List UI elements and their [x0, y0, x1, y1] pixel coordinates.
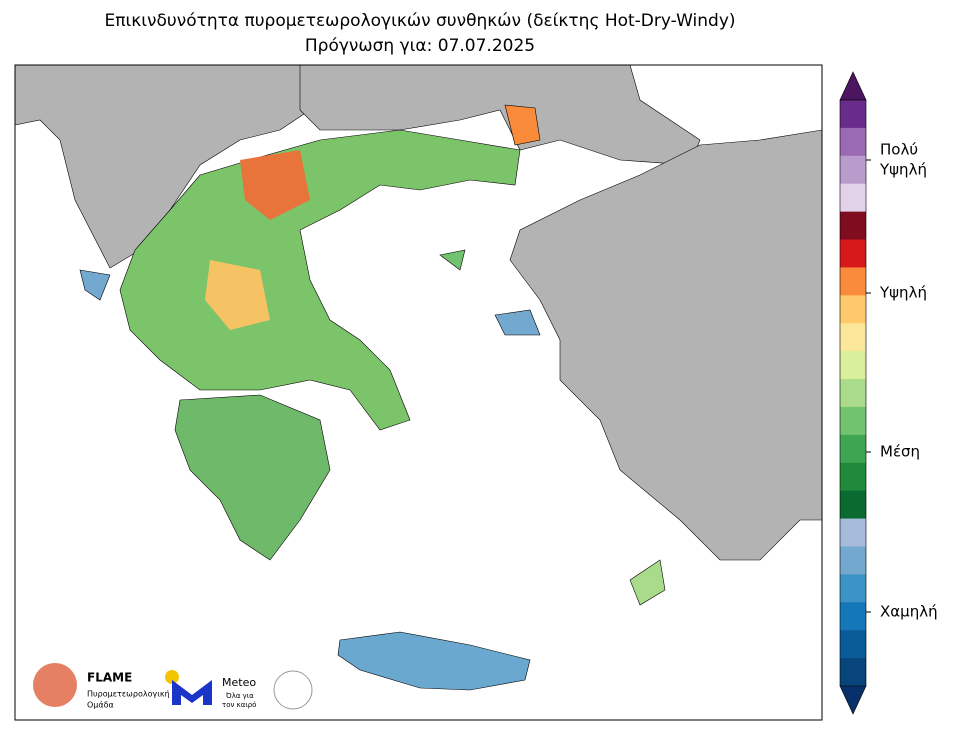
colorbar-segment	[840, 351, 866, 380]
lemnos	[439, 249, 466, 271]
colorbar-segment	[840, 434, 866, 464]
colorbar-segment	[840, 518, 866, 547]
flame-line2: Ομάδα	[87, 701, 114, 710]
colorbar-segment	[840, 183, 866, 213]
colorbar-frame	[839, 99, 867, 687]
meteo-line2: τον καιρό	[222, 701, 256, 709]
colorbar-segment	[840, 211, 866, 241]
colorbar-segment	[840, 100, 866, 129]
meteo-name: Meteo	[222, 676, 256, 689]
colorbar-label: Πολύ	[880, 141, 918, 159]
crete	[337, 631, 531, 691]
mainland	[119, 129, 521, 431]
colorbar-segment	[840, 546, 866, 575]
land-east	[509, 129, 823, 561]
warm-area	[205, 260, 270, 330]
colorbar-under	[839, 685, 867, 715]
colorbar-label: Υψηλή	[879, 284, 927, 302]
lesvos	[494, 309, 541, 336]
colorbar: Πολύ Υψηλή Υψηλή Μέση Χαμηλή	[839, 71, 938, 715]
seal-logo	[273, 670, 313, 710]
flame-name: FLAME	[87, 671, 132, 685]
logos: FLAME Πυρομετεωρολογική Ομάδα Meteo Όλα …	[33, 663, 313, 710]
colorbar-label: Υψηλή	[879, 161, 927, 179]
colorbar-segment	[840, 574, 866, 603]
evros-area	[504, 104, 541, 146]
title: Επικινδυνότητα πυρομετεωρολογικών συνθηκ…	[104, 11, 735, 31]
flame-line1: Πυρομετεωρολογική	[87, 690, 170, 699]
map-frame	[14, 64, 823, 721]
colorbar-segment	[840, 323, 866, 352]
colorbar-segment	[840, 155, 866, 185]
flame-logo	[33, 663, 77, 707]
colorbar-segment	[840, 379, 866, 408]
hot-area	[240, 150, 310, 220]
colorbar-label: Μέση	[880, 443, 920, 461]
colorbar-segment	[840, 295, 866, 324]
colorbar-segment	[840, 630, 866, 659]
colorbar-label: Χαμηλή	[880, 603, 938, 621]
meteo-sun	[165, 670, 179, 684]
peloponnese	[174, 394, 331, 561]
meteo-logo	[172, 680, 212, 705]
colorbar-segment	[840, 239, 866, 268]
subtitle: Πρόγνωση για: 07.07.2025	[305, 36, 535, 56]
colorbar-segment	[840, 406, 866, 436]
colorbar-segment	[840, 490, 866, 520]
colorbar-segment	[840, 602, 866, 631]
colorbar-segment	[840, 127, 866, 157]
corfu	[79, 269, 111, 301]
colorbar-segment	[840, 462, 866, 492]
meteo-line1: Όλα για	[225, 692, 254, 700]
colorbar-over	[839, 71, 867, 101]
colorbar-segment	[840, 658, 866, 687]
map	[14, 64, 823, 721]
land-north-east	[299, 64, 701, 166]
colorbar-segment	[840, 267, 866, 296]
rhodes	[629, 559, 666, 606]
